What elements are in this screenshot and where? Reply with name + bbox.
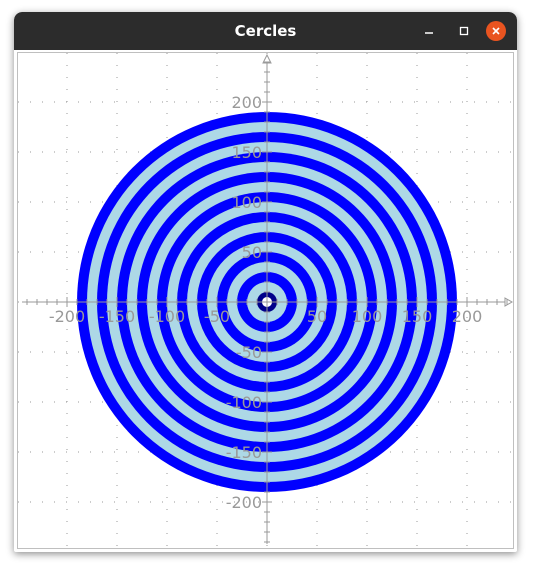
- close-button[interactable]: [486, 21, 506, 41]
- x-tick-label: -50: [204, 307, 230, 326]
- x-axis-arrow: [504, 297, 513, 307]
- y-tick-label: 100: [231, 193, 262, 212]
- y-axis-arrow: [262, 53, 272, 64]
- maximize-button[interactable]: [454, 21, 474, 41]
- y-tick-label: -50: [236, 343, 262, 362]
- close-icon: [492, 27, 500, 35]
- plot-canvas-area: -200 -150 -100 -50 50 100 150 200 200 150 100 50 -50…: [17, 52, 514, 549]
- y-tick-label: -100: [226, 393, 262, 412]
- x-tick-label: 200: [452, 307, 483, 326]
- x-tick-label: -200: [49, 307, 85, 326]
- y-tick-label: 200: [231, 93, 262, 112]
- y-tick-label: -200: [226, 493, 262, 512]
- title-bar[interactable]: Cercles: [14, 12, 517, 50]
- y-tick-label: -150: [226, 443, 262, 462]
- window-title: Cercles: [234, 22, 297, 40]
- y-tick-label: 150: [231, 143, 262, 162]
- circles-plot: -200 -150 -100 -50 50 100 150 200 200 150 100 50 -50…: [18, 53, 513, 548]
- app-window: Cercles -200 -150 -100 -50 50 100 150 200 200 150…: [14, 12, 517, 552]
- y-tick-label: 50: [242, 243, 262, 262]
- x-tick-label: 150: [402, 307, 433, 326]
- x-tick-label: -150: [99, 307, 135, 326]
- x-tick-label: 50: [307, 307, 327, 326]
- minimize-button[interactable]: [419, 21, 439, 41]
- maximize-icon: [459, 26, 469, 36]
- x-tick-label: 100: [352, 307, 383, 326]
- x-tick-label: -100: [149, 307, 185, 326]
- minimize-icon: [425, 32, 433, 34]
